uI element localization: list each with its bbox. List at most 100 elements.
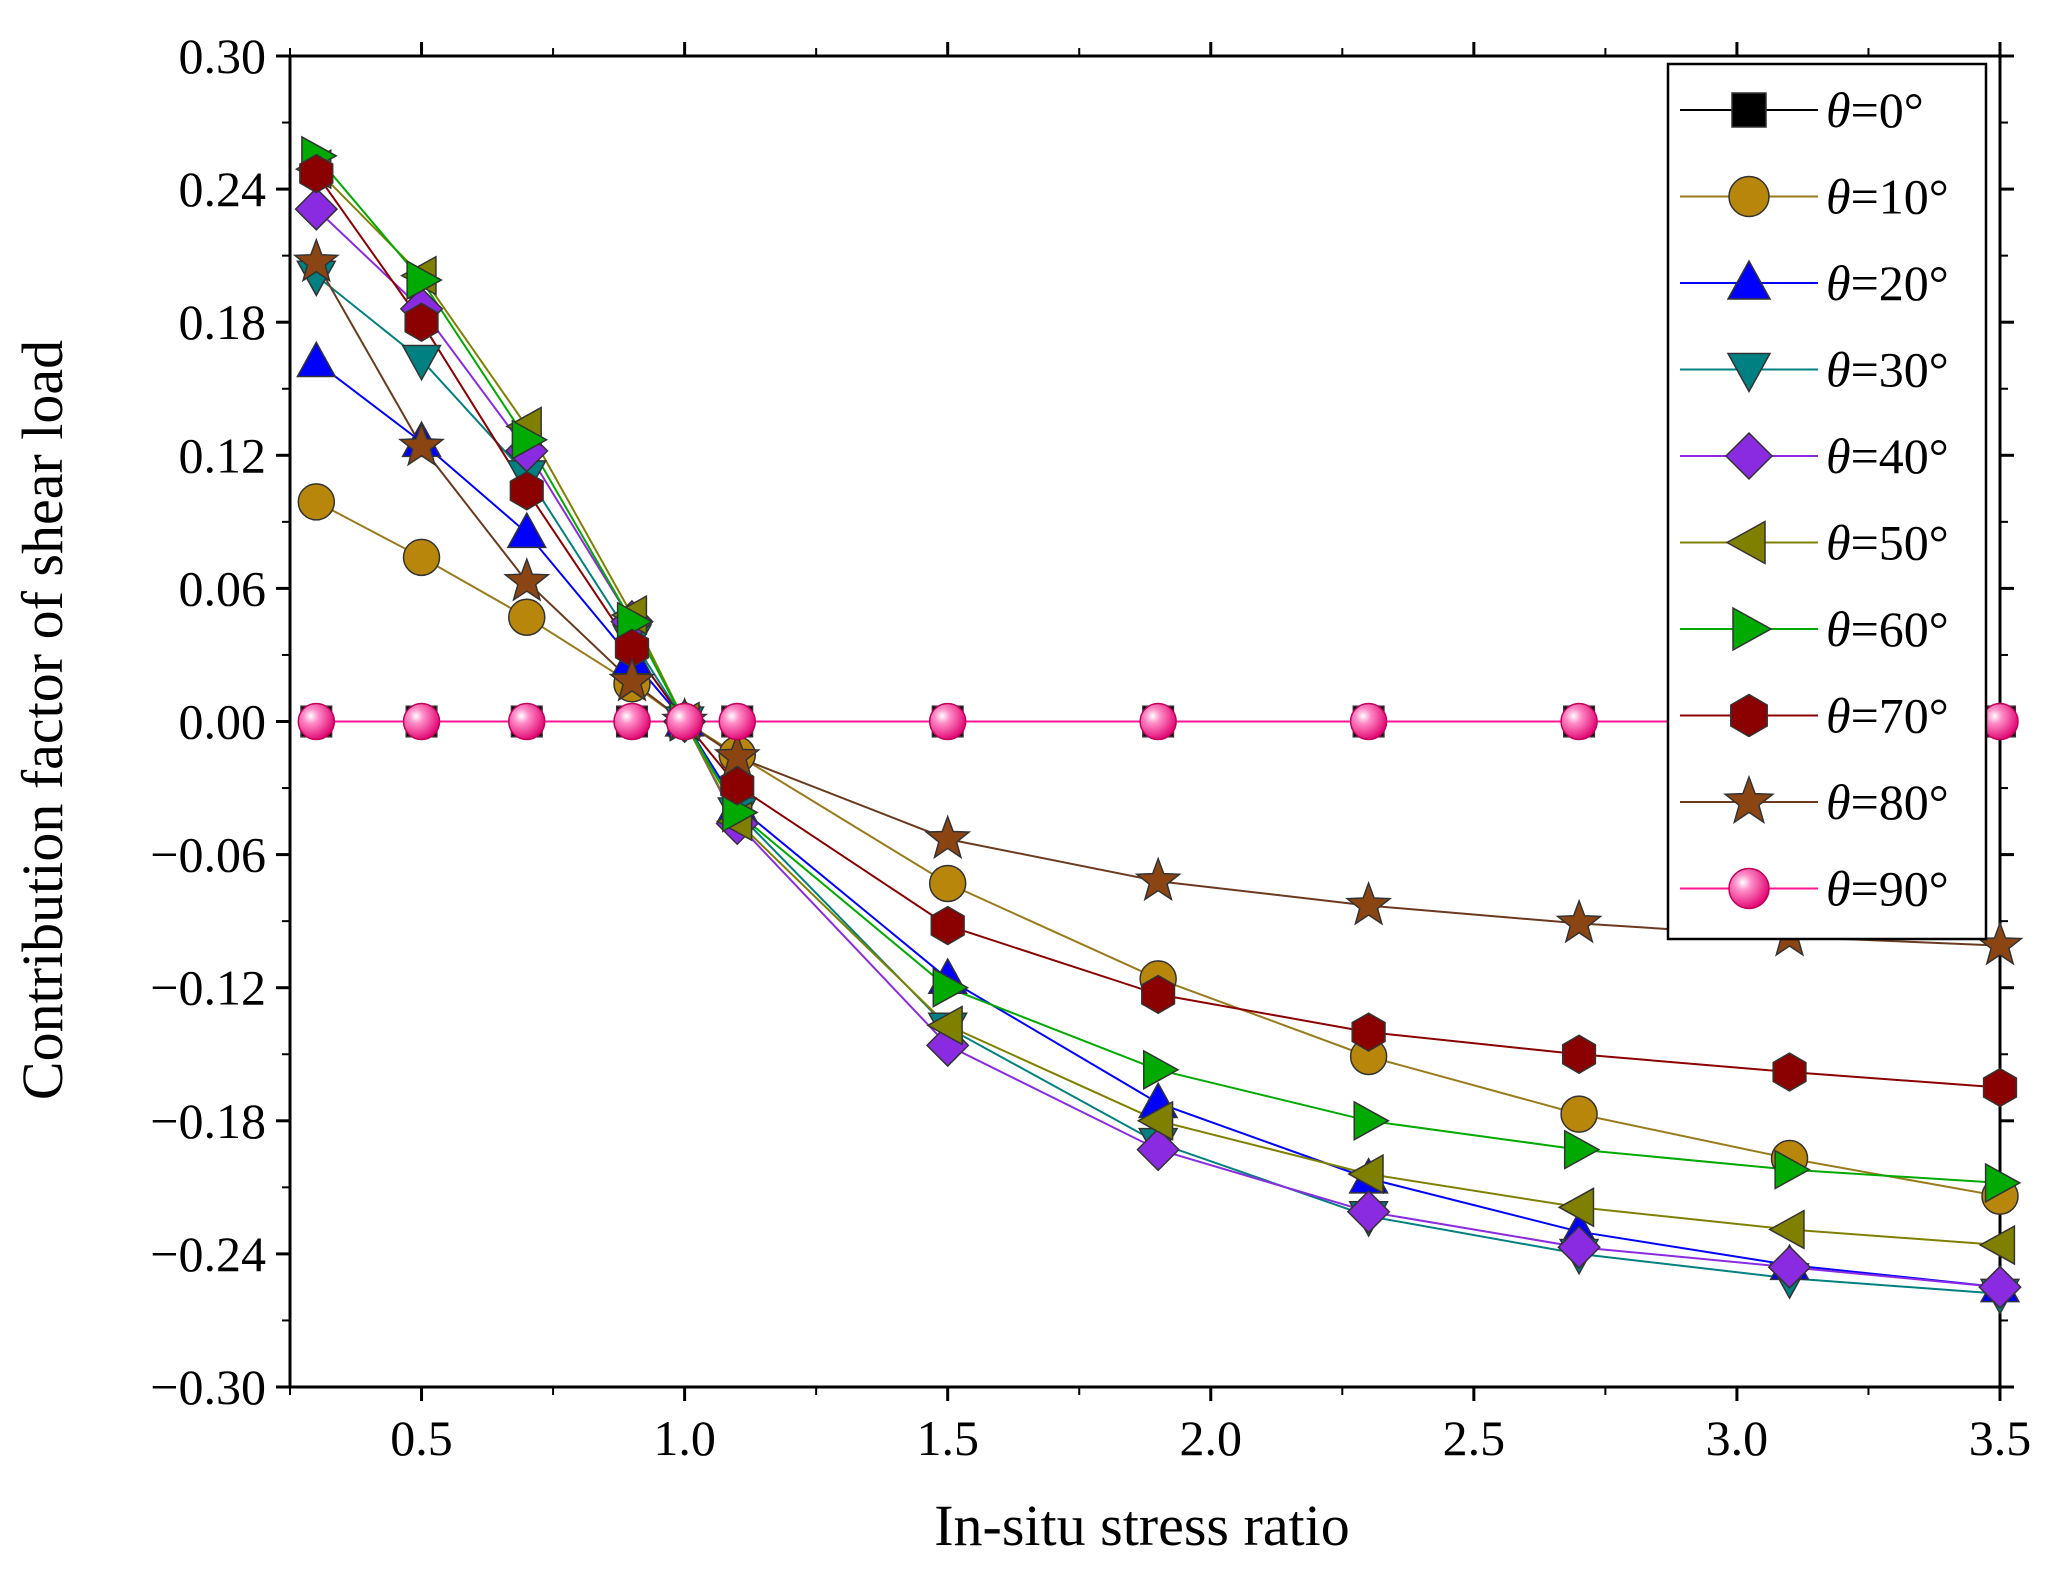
legend-theta-symbol: θ: [1826, 688, 1851, 744]
plot-series: [292, 135, 2024, 1316]
data-point: [1353, 1100, 1390, 1141]
legend-series-name: =60°: [1851, 601, 1949, 657]
legend-marker: [1732, 606, 1773, 652]
data-point: [1774, 1149, 1811, 1190]
legend-series-name: =30°: [1851, 342, 1949, 398]
data-point: [608, 656, 656, 702]
data-point: [1978, 1224, 2016, 1266]
data-point: [1561, 1034, 1597, 1075]
y-tick-label: −0.18: [150, 1093, 266, 1149]
legend-series-name: =50°: [1851, 515, 1949, 571]
data-point: [404, 302, 439, 342]
y-tick-label: 0.06: [179, 560, 267, 616]
y-tick-label: 0.24: [179, 161, 267, 217]
data-point: [1347, 1153, 1384, 1195]
data-point: [508, 702, 546, 741]
legend-series-name: =80°: [1851, 774, 1949, 830]
data-point: [402, 702, 441, 741]
legend-series-name: =90°: [1851, 861, 1949, 917]
legend-marker: [1731, 92, 1767, 128]
data-point: [928, 864, 967, 903]
data-point: [930, 905, 965, 946]
legend-label: θ=50°: [1826, 515, 1949, 571]
legend-theta-symbol: θ: [1826, 169, 1851, 225]
data-point: [401, 344, 442, 382]
data-point: [509, 471, 544, 511]
legend-marker: [1723, 774, 1775, 824]
x-tick-label: 2.5: [1443, 1410, 1506, 1466]
legend-marker: [1724, 431, 1774, 481]
y-tick-label: 0.18: [179, 294, 267, 350]
data-point: [1981, 702, 2019, 741]
legend-theta-symbol: θ: [1826, 861, 1851, 917]
x-tick-label: 3.5: [1969, 1410, 2032, 1466]
legend-marker: [1728, 175, 1770, 218]
data-point: [1351, 1012, 1386, 1052]
x-tick-label: 1.0: [653, 1410, 716, 1466]
legend-theta-symbol: θ: [1826, 774, 1851, 830]
legend-label: θ=60°: [1826, 601, 1949, 657]
x-tick-label: 1.5: [916, 1410, 979, 1466]
legend-series-name: =20°: [1851, 255, 1949, 311]
legend-series-name: =70°: [1851, 688, 1949, 744]
data-point: [613, 702, 651, 741]
data-point: [406, 259, 443, 301]
y-tick-label: −0.12: [150, 960, 266, 1016]
series-line: [315, 501, 2001, 1198]
y-tick-label: −0.06: [150, 827, 266, 883]
data-point: [294, 187, 339, 231]
series-line: [315, 155, 2001, 1184]
y-tick-label: 0.00: [179, 694, 267, 750]
data-point: [932, 967, 970, 1008]
series-line: [315, 361, 2001, 1289]
series-line: [315, 274, 2001, 1295]
data-point: [1136, 1100, 1174, 1141]
legend-marker: [1726, 352, 1772, 394]
data-point: [1768, 1209, 1805, 1250]
data-point: [292, 237, 340, 283]
legend-label: θ=20°: [1826, 255, 1949, 311]
legend-theta-symbol: θ: [1826, 82, 1851, 138]
y-tick-label: −0.24: [150, 1226, 266, 1282]
legend-theta-symbol: θ: [1826, 342, 1851, 398]
legend-marker: [1730, 693, 1768, 738]
plot-axes: 0.5 1.0 1.5 2.0 2.5 3.0 3.5 0.30 0.24 0.18 0.12 0.0…: [150, 28, 2031, 1466]
legend-label: θ=0°: [1826, 82, 1924, 138]
legend-series-name: =40°: [1851, 428, 1949, 484]
data-point: [1560, 1095, 1598, 1133]
data-point: [1345, 880, 1393, 926]
legend-label: θ=70°: [1826, 688, 1949, 744]
legend-theta-symbol: θ: [1826, 601, 1851, 657]
x-tick-label: 0.5: [390, 1410, 453, 1466]
legend: θ=0°θ=10°θ=20°θ=30°θ=40°θ=50°θ=60°θ=70°θ…: [1666, 62, 1988, 941]
legend-box: [1666, 62, 1988, 941]
legend-label: θ=80°: [1826, 774, 1949, 830]
data-point: [1563, 1129, 1601, 1170]
y-tick-label: 0.30: [179, 28, 267, 84]
data-point: [297, 702, 336, 741]
legend-label: θ=10°: [1826, 169, 1949, 225]
legend-theta-symbol: θ: [1826, 515, 1851, 571]
data-point: [720, 766, 755, 806]
x-tick-label: 3.0: [1706, 1410, 1769, 1466]
data-point: [296, 340, 337, 378]
legend-theta-symbol: θ: [1826, 428, 1851, 484]
legend-label: θ=40°: [1826, 428, 1949, 484]
data-point: [713, 732, 761, 777]
y-tick-label: −0.30: [150, 1359, 266, 1415]
data-point: [1139, 702, 1177, 741]
y-tick-label: 0.12: [179, 427, 267, 483]
data-point: [1346, 1189, 1391, 1234]
data-point: [1772, 1052, 1807, 1092]
data-point: [1560, 702, 1598, 741]
data-point: [1982, 1067, 2018, 1108]
data-point: [1141, 974, 1176, 1015]
data-point: [398, 421, 445, 467]
data-point: [924, 814, 972, 860]
data-point: [928, 702, 967, 741]
data-point: [1557, 1187, 1595, 1228]
data-point: [1555, 898, 1603, 944]
legend-marker: [1728, 867, 1770, 910]
legend-marker: [1726, 259, 1772, 300]
